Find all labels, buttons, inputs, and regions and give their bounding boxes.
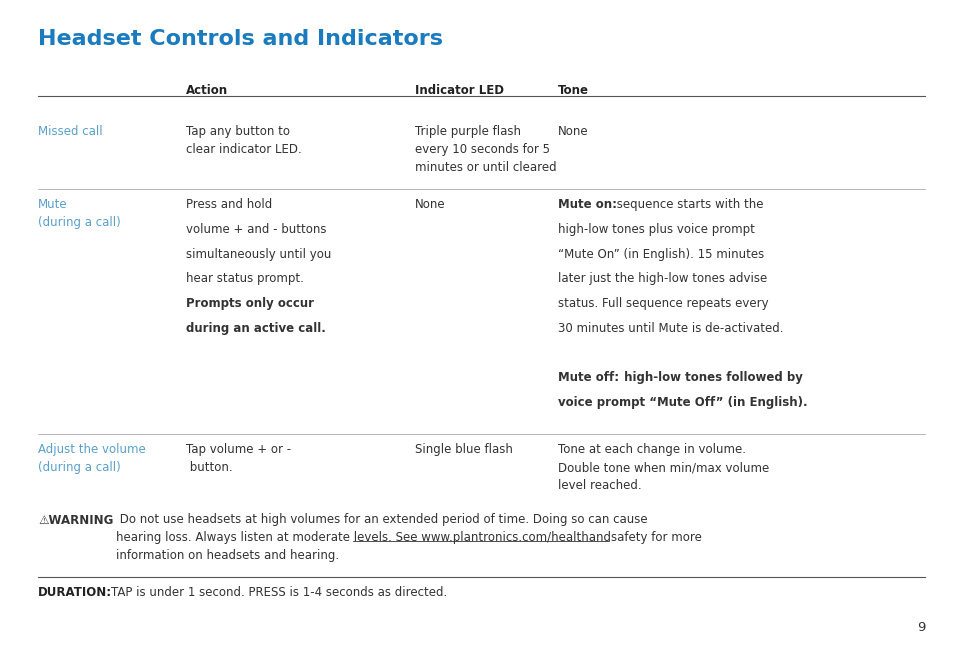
Text: Missed call: Missed call <box>38 125 103 138</box>
Text: Triple purple flash
every 10 seconds for 5
minutes or until cleared: Triple purple flash every 10 seconds for… <box>415 125 556 174</box>
Text: 30 minutes until Mute is de-activated.: 30 minutes until Mute is de-activated. <box>558 322 782 335</box>
Text: Mute
(during a call): Mute (during a call) <box>38 198 121 229</box>
Text: volume + and - buttons: volume + and - buttons <box>186 223 326 236</box>
Text: Tap volume + or -
 button.: Tap volume + or - button. <box>186 443 291 474</box>
Text: None: None <box>415 198 445 211</box>
Text: ⚠WARNING: ⚠WARNING <box>38 514 113 526</box>
Text: high-low tones plus voice prompt: high-low tones plus voice prompt <box>558 223 754 236</box>
Text: Press and hold: Press and hold <box>186 198 272 211</box>
Text: Indicator LED: Indicator LED <box>415 84 503 98</box>
Text: 9: 9 <box>916 621 924 634</box>
Text: hear status prompt.: hear status prompt. <box>186 272 304 285</box>
Text: status. Full sequence repeats every: status. Full sequence repeats every <box>558 297 768 310</box>
Text: Adjust the volume
(during a call): Adjust the volume (during a call) <box>38 443 146 474</box>
Text: Prompts only occur: Prompts only occur <box>186 297 314 310</box>
Text: Headset Controls and Indicators: Headset Controls and Indicators <box>38 29 443 49</box>
Text: “Mute On” (in English). 15 minutes: “Mute On” (in English). 15 minutes <box>558 248 763 261</box>
Text: Mute on:: Mute on: <box>558 198 617 211</box>
Text: Do not use headsets at high volumes for an extended period of time. Doing so can: Do not use headsets at high volumes for … <box>116 514 701 562</box>
Text: high-low tones followed by: high-low tones followed by <box>619 371 801 384</box>
Text: Tap any button to
clear indicator LED.: Tap any button to clear indicator LED. <box>186 125 301 156</box>
Text: Tone at each change in volume.
Double tone when min/max volume
level reached.: Tone at each change in volume. Double to… <box>558 443 768 492</box>
Text: simultaneously until you: simultaneously until you <box>186 248 331 261</box>
Text: Single blue flash: Single blue flash <box>415 443 513 456</box>
Text: during an active call.: during an active call. <box>186 322 326 335</box>
Text: Tone: Tone <box>558 84 588 98</box>
Text: None: None <box>558 125 588 138</box>
Text: DURATION:: DURATION: <box>38 586 112 599</box>
Text: later just the high-low tones advise: later just the high-low tones advise <box>558 272 766 285</box>
Text: Action: Action <box>186 84 228 98</box>
Text: TAP is under 1 second. PRESS is 1-4 seconds as directed.: TAP is under 1 second. PRESS is 1-4 seco… <box>111 586 446 599</box>
Text: voice prompt “Mute Off” (in English).: voice prompt “Mute Off” (in English). <box>558 396 807 409</box>
Text: Mute off:: Mute off: <box>558 371 618 384</box>
Text: sequence starts with the: sequence starts with the <box>613 198 762 211</box>
